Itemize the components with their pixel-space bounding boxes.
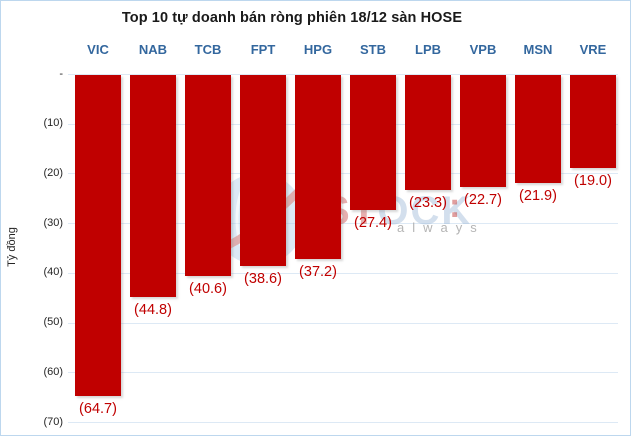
value-label: (23.3)	[409, 194, 447, 211]
gridline	[68, 372, 618, 374]
category-label: NAB	[138, 42, 168, 57]
y-tick-label: (50)	[43, 316, 63, 329]
gridline	[68, 272, 618, 274]
y-tick-label: (30)	[43, 216, 63, 229]
bar	[130, 75, 176, 297]
value-label: (27.4)	[354, 215, 392, 232]
bar	[295, 75, 341, 259]
gridline	[68, 322, 618, 324]
bar	[515, 75, 561, 183]
bar	[185, 75, 231, 276]
y-tick-label: -	[59, 67, 63, 80]
value-label: (40.6)	[189, 280, 227, 297]
category-label: HPG	[303, 42, 333, 57]
value-label: (37.2)	[299, 263, 337, 280]
y-tick-label: (10)	[43, 117, 63, 130]
category-label: STB	[360, 42, 386, 57]
gridline	[68, 74, 618, 75]
gridline	[68, 173, 618, 175]
gridline	[68, 123, 618, 125]
value-label: (64.7)	[79, 400, 117, 417]
value-label: (22.7)	[464, 191, 502, 208]
chart-title: Top 10 tự doanh bán ròng phiên 18/12 sàn…	[121, 10, 463, 26]
category-label: FPT	[250, 42, 276, 57]
value-label: (44.8)	[134, 301, 172, 318]
y-tick-label: (40)	[43, 266, 63, 279]
y-tick-label: (60)	[43, 365, 63, 378]
category-label: VIC	[87, 42, 109, 57]
y-tick-label: (70)	[43, 415, 63, 428]
y-tick-label: (20)	[43, 166, 63, 179]
gridline	[68, 422, 618, 423]
category-label: LPB	[415, 42, 441, 57]
category-label: VRE	[579, 42, 607, 57]
gridline	[68, 223, 618, 225]
category-label: MSN	[523, 42, 553, 57]
category-label: TCB	[194, 42, 222, 57]
y-axis-title: Tỷ đồng	[6, 227, 18, 267]
value-label: (38.6)	[244, 270, 282, 287]
bar	[460, 75, 506, 187]
value-label: (19.0)	[574, 173, 612, 190]
value-label: (21.9)	[519, 187, 557, 204]
bar	[405, 75, 451, 190]
bar	[350, 75, 396, 211]
bar	[240, 75, 286, 266]
bar	[75, 75, 121, 396]
bar	[570, 75, 616, 169]
category-label: VPB	[469, 42, 497, 57]
